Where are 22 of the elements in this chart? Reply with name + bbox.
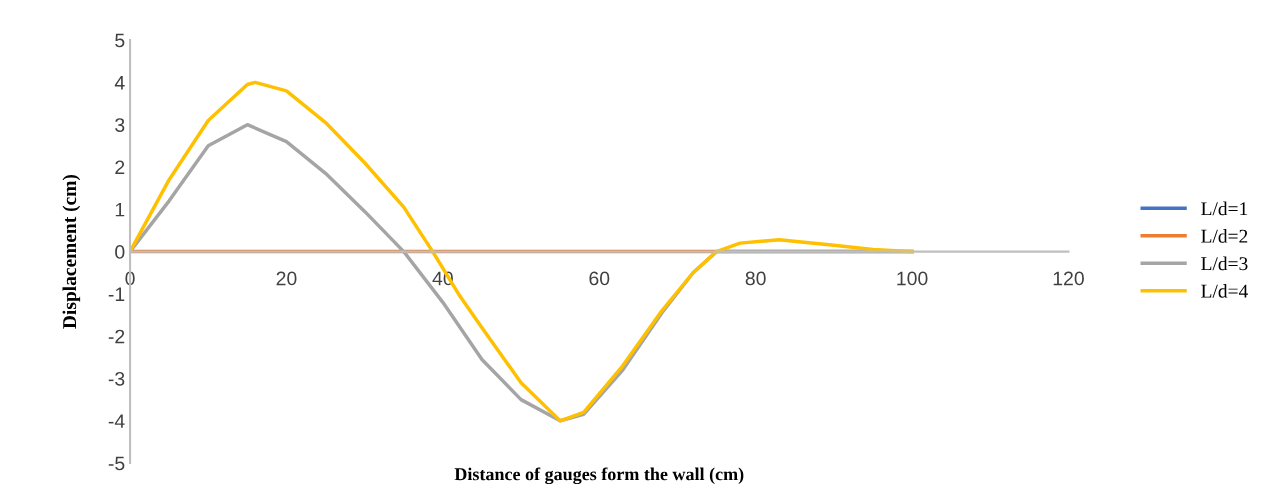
y-tick-label: 4 bbox=[114, 76, 125, 90]
y-tick-label: 2 bbox=[115, 160, 125, 175]
x-tick-label: 100 bbox=[897, 271, 928, 286]
y-axis-title: Displacement (cm) bbox=[62, 174, 81, 329]
y-tick-label: -1 bbox=[108, 287, 125, 301]
x-axis-title: Distance of gauges form the wall (cm) bbox=[454, 467, 744, 485]
y-tick-label: -5 bbox=[108, 456, 125, 471]
x-tick-label: 80 bbox=[745, 271, 766, 286]
x-tick-label: 120 bbox=[1053, 271, 1084, 286]
x-tick-label: 20 bbox=[276, 271, 297, 286]
legend-label: L/d=4 bbox=[1201, 284, 1248, 298]
y-tick-label: -2 bbox=[108, 329, 125, 344]
y-tick-label: -3 bbox=[108, 371, 125, 386]
legend-label: L/d=1 bbox=[1201, 201, 1248, 216]
y-tick-label: 3 bbox=[115, 118, 125, 132]
x-tick-label: 60 bbox=[589, 271, 610, 286]
y-tick-label: 0 bbox=[115, 245, 125, 259]
legend-label: L/d=2 bbox=[1201, 229, 1248, 243]
y-tick-label: 5 bbox=[115, 33, 125, 48]
y-tick-label: 1 bbox=[115, 202, 125, 217]
y-tick-label: -4 bbox=[108, 414, 125, 428]
legend-label: L/d=3 bbox=[1201, 256, 1248, 271]
